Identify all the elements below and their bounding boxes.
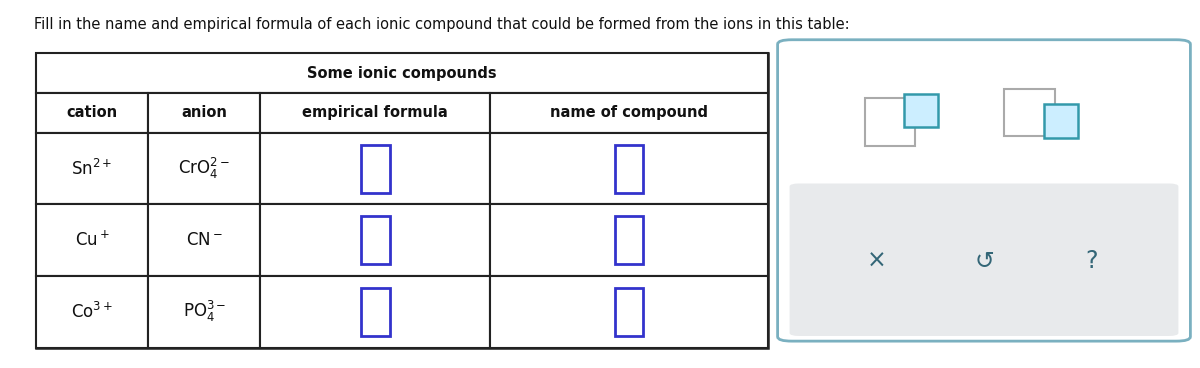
Text: Fill in the name and empirical formula of each ionic compound that could be form: Fill in the name and empirical formula o… <box>34 17 850 32</box>
Text: $\mathsf{Co}^{3+}$: $\mathsf{Co}^{3+}$ <box>71 302 113 322</box>
Text: $\mathsf{PO}_4^{3-}$: $\mathsf{PO}_4^{3-}$ <box>182 299 226 325</box>
Text: empirical formula: empirical formula <box>302 106 448 120</box>
Text: $\mathsf{Sn}^{2+}$: $\mathsf{Sn}^{2+}$ <box>72 159 113 179</box>
Text: name of compound: name of compound <box>550 106 708 120</box>
Text: ↺: ↺ <box>974 249 994 273</box>
Text: Some ionic compounds: Some ionic compounds <box>307 66 497 81</box>
Text: $\mathsf{CrO}_4^{2-}$: $\mathsf{CrO}_4^{2-}$ <box>179 156 230 181</box>
Text: $\mathsf{CN}^-$: $\mathsf{CN}^-$ <box>186 231 223 249</box>
Text: cation: cation <box>66 106 118 120</box>
Text: anion: anion <box>181 106 227 120</box>
Text: ×: × <box>866 249 887 273</box>
Text: ?: ? <box>1085 249 1098 273</box>
Text: $\mathsf{Cu}^+$: $\mathsf{Cu}^+$ <box>74 230 109 250</box>
